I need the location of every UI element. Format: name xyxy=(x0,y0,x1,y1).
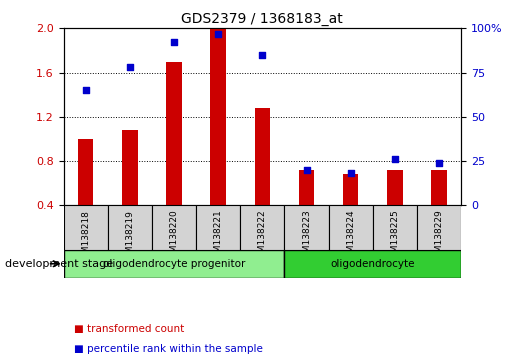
Text: development stage: development stage xyxy=(5,259,113,269)
Point xyxy=(258,52,267,58)
FancyBboxPatch shape xyxy=(152,205,196,250)
Point xyxy=(214,31,223,36)
Point xyxy=(82,87,90,93)
FancyBboxPatch shape xyxy=(196,205,240,250)
Bar xyxy=(431,170,447,250)
Point xyxy=(126,64,134,70)
FancyBboxPatch shape xyxy=(64,205,108,250)
Bar xyxy=(210,28,226,250)
Bar xyxy=(254,108,270,250)
Text: GSM138229: GSM138229 xyxy=(435,210,444,264)
Bar xyxy=(343,175,358,250)
Text: GSM138220: GSM138220 xyxy=(170,210,179,264)
Point xyxy=(391,156,399,162)
Bar xyxy=(387,170,403,250)
Bar xyxy=(122,130,138,250)
Point xyxy=(170,40,178,45)
Text: GSM138222: GSM138222 xyxy=(258,210,267,264)
FancyBboxPatch shape xyxy=(373,205,417,250)
Bar xyxy=(166,62,182,250)
Text: GSM138224: GSM138224 xyxy=(346,210,355,264)
FancyBboxPatch shape xyxy=(329,205,373,250)
Text: GSM138221: GSM138221 xyxy=(214,210,223,264)
Text: GSM138219: GSM138219 xyxy=(126,210,134,265)
FancyBboxPatch shape xyxy=(64,250,285,278)
FancyBboxPatch shape xyxy=(108,205,152,250)
Text: GSM138223: GSM138223 xyxy=(302,210,311,264)
Text: GSM138225: GSM138225 xyxy=(391,210,399,264)
Point xyxy=(302,167,311,173)
FancyBboxPatch shape xyxy=(417,205,461,250)
FancyBboxPatch shape xyxy=(285,205,329,250)
Point xyxy=(435,160,443,166)
Bar xyxy=(78,139,93,250)
Text: GSM138218: GSM138218 xyxy=(81,210,90,265)
Text: oligodendrocyte: oligodendrocyte xyxy=(331,259,415,269)
Bar xyxy=(299,170,314,250)
Title: GDS2379 / 1368183_at: GDS2379 / 1368183_at xyxy=(181,12,343,26)
Point xyxy=(347,171,355,176)
FancyBboxPatch shape xyxy=(240,205,285,250)
Text: ■ percentile rank within the sample: ■ percentile rank within the sample xyxy=(74,344,263,354)
Text: oligodendrocyte progenitor: oligodendrocyte progenitor xyxy=(103,259,245,269)
FancyBboxPatch shape xyxy=(285,250,461,278)
Text: ■ transformed count: ■ transformed count xyxy=(74,324,184,334)
